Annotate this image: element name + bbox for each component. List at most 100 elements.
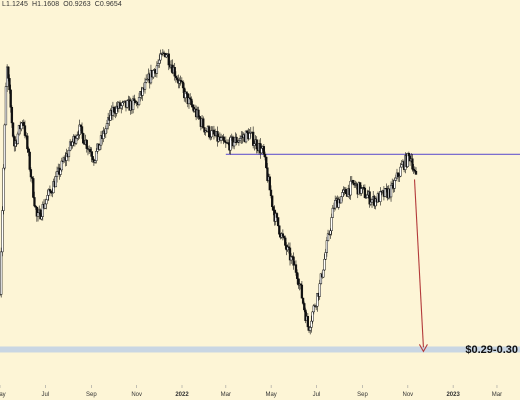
candle xyxy=(275,211,279,222)
candle xyxy=(32,176,35,199)
candle xyxy=(80,122,84,139)
candle xyxy=(322,269,325,279)
candle xyxy=(78,119,81,139)
candle xyxy=(8,74,11,94)
candle xyxy=(143,77,147,94)
candle xyxy=(263,151,267,161)
candle xyxy=(51,188,54,198)
candle xyxy=(82,132,85,144)
candles xyxy=(0,49,418,335)
candle xyxy=(331,205,334,218)
candle xyxy=(306,312,309,331)
candle xyxy=(260,144,263,154)
candle xyxy=(364,193,368,199)
candle xyxy=(269,185,273,199)
candle xyxy=(262,143,266,157)
candle xyxy=(197,106,200,121)
candle xyxy=(323,253,326,271)
support-zone-band xyxy=(0,346,520,353)
candle xyxy=(7,66,10,82)
candle xyxy=(146,78,149,81)
candle xyxy=(33,191,36,208)
candle xyxy=(311,310,314,324)
candle xyxy=(292,252,295,270)
candle xyxy=(399,162,402,177)
candle xyxy=(165,52,168,59)
arrow-shaft xyxy=(413,179,424,348)
candle xyxy=(349,176,352,200)
candle xyxy=(178,77,181,89)
candle xyxy=(393,177,396,193)
candle xyxy=(185,91,188,95)
ohlc-high: H1.1608 xyxy=(32,1,60,8)
candle xyxy=(60,157,63,172)
candle xyxy=(268,173,271,191)
candle xyxy=(91,151,94,163)
candle xyxy=(278,225,281,238)
candle xyxy=(253,140,256,151)
candle xyxy=(26,133,29,153)
candle xyxy=(102,127,105,143)
candle xyxy=(202,116,205,129)
candle xyxy=(0,247,3,298)
candle xyxy=(252,126,255,149)
candle xyxy=(389,181,393,202)
candle xyxy=(216,126,219,147)
candle xyxy=(208,125,211,140)
candle xyxy=(145,74,148,84)
candle xyxy=(41,201,44,221)
candle xyxy=(115,102,118,117)
candle xyxy=(133,94,136,106)
candle xyxy=(318,279,321,300)
candle xyxy=(368,186,371,208)
candle xyxy=(326,229,330,242)
projection-arrow xyxy=(413,179,428,353)
x-tick-label: Jul xyxy=(41,392,49,398)
x-axis: May Jul Sep Nov 2022 Mar May Jul Sep Nov 2023 Mar xyxy=(0,385,502,398)
x-tick-label: 2022 xyxy=(175,392,189,398)
zone-label-group: $0.29-0.30 xyxy=(465,344,518,356)
candle xyxy=(281,229,285,241)
candle xyxy=(28,148,31,172)
candle xyxy=(85,138,88,153)
x-tick-label: Sep xyxy=(357,392,368,398)
candle xyxy=(3,123,6,171)
candle xyxy=(301,297,305,306)
x-tick-label: 2023 xyxy=(446,392,460,398)
candle xyxy=(55,166,59,183)
candle xyxy=(4,82,8,126)
candle xyxy=(312,304,315,315)
candle xyxy=(210,126,213,140)
candle xyxy=(203,127,206,135)
candle xyxy=(152,69,155,79)
candle xyxy=(334,195,337,211)
candle xyxy=(232,141,236,150)
x-tick-label: Sep xyxy=(86,392,97,398)
candle xyxy=(235,133,238,146)
ohlc-low: L1.1245 xyxy=(2,1,29,8)
candle xyxy=(29,167,33,182)
candle xyxy=(411,154,414,172)
x-tick-label: Nov xyxy=(131,392,142,398)
candle xyxy=(23,120,27,139)
candle xyxy=(2,164,5,215)
candle xyxy=(325,236,329,257)
candle xyxy=(222,133,225,145)
candle xyxy=(212,125,216,140)
candle xyxy=(131,95,135,114)
candle xyxy=(339,196,343,204)
candle xyxy=(155,61,159,78)
candle xyxy=(284,235,287,249)
candle xyxy=(379,187,382,206)
candle xyxy=(10,105,14,128)
candle xyxy=(231,135,235,149)
candle xyxy=(167,49,170,71)
candle xyxy=(400,160,403,168)
candle xyxy=(126,99,129,109)
candle xyxy=(20,122,23,132)
candle xyxy=(224,136,227,148)
candle xyxy=(363,184,367,199)
candle xyxy=(248,128,251,140)
support-zone xyxy=(0,346,520,353)
